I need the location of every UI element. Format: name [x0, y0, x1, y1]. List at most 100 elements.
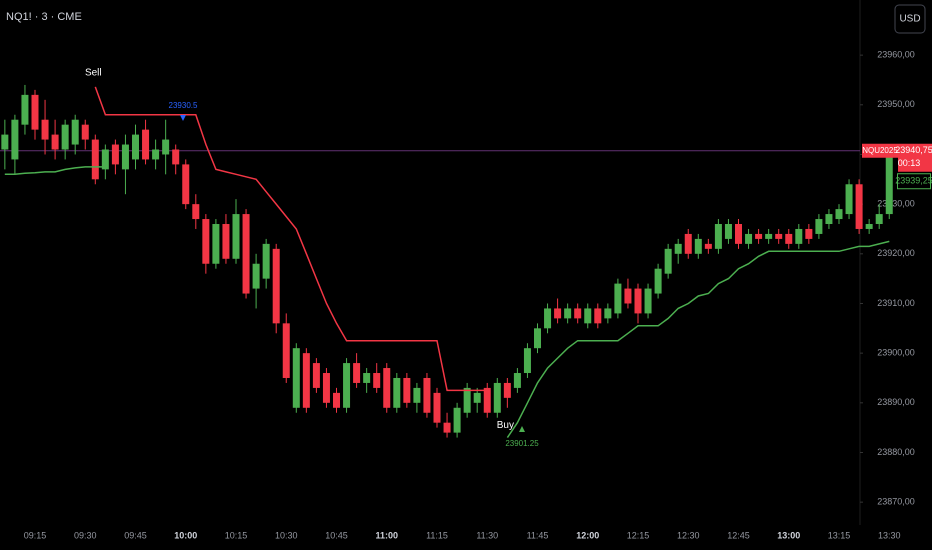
candle-body: [463, 387, 471, 413]
candle-body: [353, 363, 361, 383]
indicator-line: [4, 166, 890, 439]
candle-body: [242, 214, 250, 294]
candle-body: [815, 219, 823, 234]
arrow-down: [180, 115, 186, 121]
currency-label[interactable]: USD: [899, 14, 920, 25]
candle-body: [493, 382, 501, 413]
candle-body: [704, 243, 712, 249]
candle-body: [825, 214, 833, 225]
candle-body: [644, 288, 652, 314]
x-tick-label: 13:00: [777, 530, 800, 540]
x-tick-label: 13:30: [878, 530, 901, 540]
x-tick-label: 11:00: [375, 530, 398, 540]
candle-body: [624, 288, 632, 304]
candle-body: [61, 124, 69, 150]
candle-body: [182, 164, 190, 205]
candle-body: [292, 348, 300, 408]
candle-body: [302, 353, 310, 408]
candle-body: [322, 373, 330, 403]
candle-body: [121, 144, 129, 170]
x-tick-label: 11:45: [527, 530, 549, 540]
candle-body: [584, 308, 592, 324]
last-price-tag-bg: [898, 143, 932, 172]
candle-body: [132, 134, 139, 160]
candle-body: [604, 308, 612, 319]
x-tick-label: 12:45: [727, 530, 750, 540]
indicator-line: [94, 86, 488, 392]
candle-body: [11, 119, 19, 160]
x-tick-label: 11:30: [476, 530, 498, 540]
currency-button[interactable]: [894, 4, 926, 34]
candle-body: [664, 248, 672, 274]
candle-body: [594, 308, 602, 324]
candle-body: [1, 134, 9, 150]
x-tick-label: 10:15: [225, 530, 248, 540]
candle-body: [152, 149, 160, 160]
candle-body: [423, 377, 431, 413]
second-price-tag-bg: [897, 173, 931, 190]
candle-body: [875, 214, 883, 225]
candle-body: [142, 129, 150, 160]
price-label: 23901.25: [505, 439, 539, 448]
x-tick-label: 13:15: [828, 530, 851, 540]
candle-body: [544, 308, 552, 329]
y-tick-label: 23960,00: [877, 50, 915, 60]
chart-title: NQ1! · 3 · CME: [6, 11, 82, 23]
y-tick-label: 23950,00: [877, 99, 915, 109]
candle-body: [855, 184, 863, 229]
candle-body: [735, 224, 742, 244]
candle-body: [222, 224, 230, 259]
candle-body: [312, 363, 320, 388]
sell-signal: Sell: [85, 68, 102, 79]
candle-body: [252, 263, 260, 289]
candle-body: [865, 224, 873, 229]
candle-body: [71, 119, 79, 145]
candle-body: [483, 387, 491, 413]
candle-body: [534, 328, 541, 349]
y-tick-label: 23900,00: [877, 348, 915, 358]
x-tick-label: 12:30: [677, 530, 700, 540]
candle-body: [172, 149, 180, 165]
y-tick-label: 23930,00: [877, 199, 915, 209]
candle-body: [634, 288, 642, 314]
candle-body: [202, 219, 210, 264]
candle-body: [755, 233, 763, 239]
candle-body: [282, 323, 290, 378]
y-tick-label: 23870,00: [877, 497, 915, 507]
candle-body: [694, 238, 702, 254]
candle-body: [684, 233, 692, 254]
arrow-up: [519, 426, 525, 432]
x-tick-label: 09:30: [74, 530, 97, 540]
x-tick-label: 11:15: [426, 530, 448, 540]
last-price-tag: 23940,75: [895, 145, 932, 155]
candle-body: [453, 407, 461, 433]
x-tick-label: 09:15: [24, 530, 47, 540]
x-tick-label: 10:30: [275, 530, 298, 540]
candle-body: [403, 377, 411, 403]
y-tick-label: 23890,00: [877, 397, 915, 407]
candle-body: [433, 392, 441, 423]
candle-body: [363, 373, 371, 383]
candle-body: [724, 224, 732, 239]
candle-body: [91, 139, 99, 180]
second-price-tag: 23939,25: [895, 176, 932, 186]
x-tick-label: 09:45: [124, 530, 147, 540]
candle-body: [845, 184, 853, 215]
candle-body: [574, 308, 582, 319]
candle-body: [111, 144, 119, 165]
x-tick-label: 12:00: [576, 530, 599, 540]
candle-body: [343, 363, 351, 408]
candle-body: [162, 139, 170, 155]
candle-body: [192, 204, 200, 220]
y-tick-label: 23910,00: [877, 298, 915, 308]
candle-body: [564, 308, 572, 319]
candle-body: [413, 387, 421, 403]
candle-body: [383, 368, 391, 408]
candle-body: [714, 224, 722, 249]
candle-body: [373, 373, 381, 388]
candle-body: [262, 243, 270, 279]
candle-body: [765, 233, 773, 239]
x-tick-label: 12:15: [627, 530, 650, 540]
candle-body: [805, 228, 813, 239]
